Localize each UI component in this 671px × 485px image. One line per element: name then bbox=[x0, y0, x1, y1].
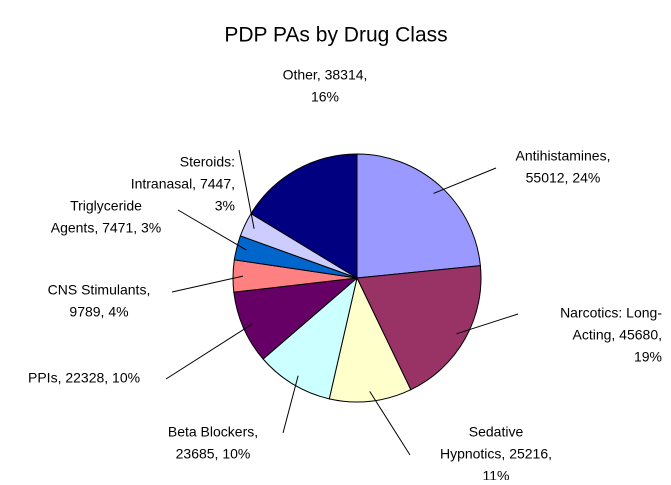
data-label: Other, 38314, bbox=[283, 67, 368, 83]
leader-line bbox=[238, 149, 255, 229]
leader-line bbox=[171, 275, 244, 293]
data-label: 16% bbox=[311, 89, 339, 105]
data-label: 55012, 24% bbox=[526, 170, 601, 186]
pie-slice bbox=[356, 153, 481, 279]
leader-line bbox=[177, 209, 247, 251]
data-label: 19% bbox=[634, 349, 662, 365]
data-label: Hypnotics, 25216, bbox=[440, 446, 552, 462]
data-label: CNS Stimulants, bbox=[48, 282, 151, 298]
leader-line bbox=[282, 375, 299, 434]
data-label: 11% bbox=[483, 468, 510, 480]
leader-line bbox=[456, 313, 519, 335]
data-label: Intranasal, 7447, bbox=[131, 176, 235, 192]
pie-slice bbox=[250, 153, 358, 279]
data-label: Triglyceride bbox=[70, 198, 142, 214]
pie-slice bbox=[262, 276, 358, 400]
data-label: 3% bbox=[215, 198, 235, 214]
leader-line bbox=[165, 323, 253, 380]
data-label: Beta Blockers, bbox=[168, 424, 258, 440]
data-label: PPIs, 22328, 10% bbox=[28, 370, 140, 386]
pie-slice bbox=[328, 276, 412, 403]
data-label: 23685, 10% bbox=[176, 446, 251, 462]
data-label: Steroids: bbox=[180, 154, 235, 170]
leader-line bbox=[369, 391, 411, 456]
leader-line bbox=[433, 167, 497, 194]
chart-title: PDP PAs by Drug Class bbox=[224, 24, 447, 47]
data-label: Acting, 45680, bbox=[572, 327, 662, 343]
data-label: 9789, 4% bbox=[69, 304, 128, 320]
pie-slice bbox=[356, 265, 482, 391]
data-label: Agents, 7471, 3% bbox=[51, 220, 162, 236]
data-label: Sedative bbox=[469, 424, 524, 440]
data-label: Antihistamines, bbox=[516, 148, 611, 164]
data-label: Narcotics: Long- bbox=[560, 305, 662, 321]
